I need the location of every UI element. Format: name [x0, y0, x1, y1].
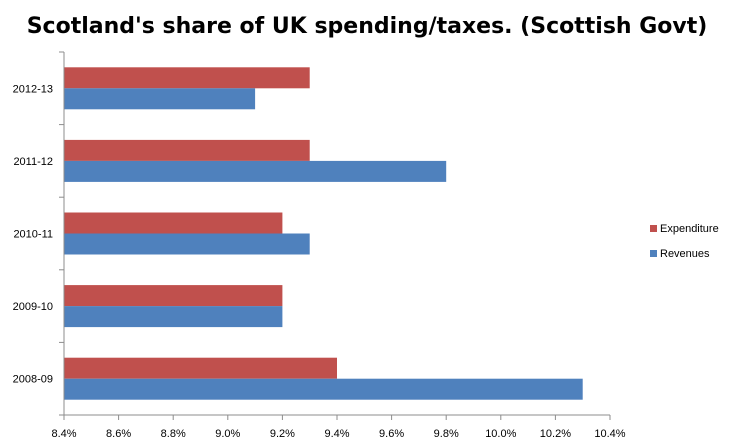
x-tick-label-9.0%: 9.0% — [215, 428, 240, 440]
x-tick-label-9.4%: 9.4% — [324, 428, 349, 440]
x-tick-label-8.6%: 8.6% — [106, 428, 131, 440]
bar-expenditure-2010-11 — [64, 212, 283, 234]
legend-swatch-revenues — [650, 250, 657, 257]
bar-expenditure-2008-09 — [64, 357, 337, 379]
x-tick-label-9.6%: 9.6% — [379, 428, 404, 440]
x-tick-label-9.2%: 9.2% — [270, 428, 295, 440]
bar-revenues-2010-11 — [64, 233, 310, 255]
legend-label-revenues: Revenues — [660, 248, 710, 260]
legend: Expenditure Revenues — [650, 223, 719, 260]
bar-expenditure-2012-13 — [64, 67, 310, 89]
x-tick-label-10.2%: 10.2% — [540, 428, 571, 440]
y-tick-label-2011-12: 2011-12 — [13, 156, 53, 168]
y-tick-label-2008-09: 2008-09 — [13, 374, 53, 386]
bars-group — [64, 67, 583, 400]
bar-revenues-2012-13 — [64, 88, 256, 110]
bar-revenues-2008-09 — [64, 378, 583, 400]
x-tick-label-8.4%: 8.4% — [51, 428, 76, 440]
y-tick-label-2012-13: 2012-13 — [13, 83, 53, 95]
y-tick-label-2010-11: 2010-11 — [13, 229, 53, 241]
legend-swatch-expenditure — [650, 225, 657, 232]
bar-expenditure-2011-12 — [64, 139, 310, 161]
axes-group: 2008-09 2009-10 2010-11 2011-12 2012-13 8.4% 8… — [13, 51, 626, 440]
bar-expenditure-2009-10 — [64, 285, 283, 307]
bar-revenues-2009-10 — [64, 306, 283, 328]
legend-label-expenditure: Expenditure — [660, 223, 719, 235]
x-tick-label-9.8%: 9.8% — [434, 428, 459, 440]
y-tick-label-2009-10: 2009-10 — [13, 301, 53, 313]
x-tick-label-10.0%: 10.0% — [485, 428, 516, 440]
x-tick-label-10.4%: 10.4% — [594, 428, 625, 440]
chart-title: Scotland's share of UK spending/taxes. (… — [27, 14, 708, 39]
x-tick-label-8.8%: 8.8% — [161, 428, 186, 440]
bar-revenues-2011-12 — [64, 160, 447, 182]
